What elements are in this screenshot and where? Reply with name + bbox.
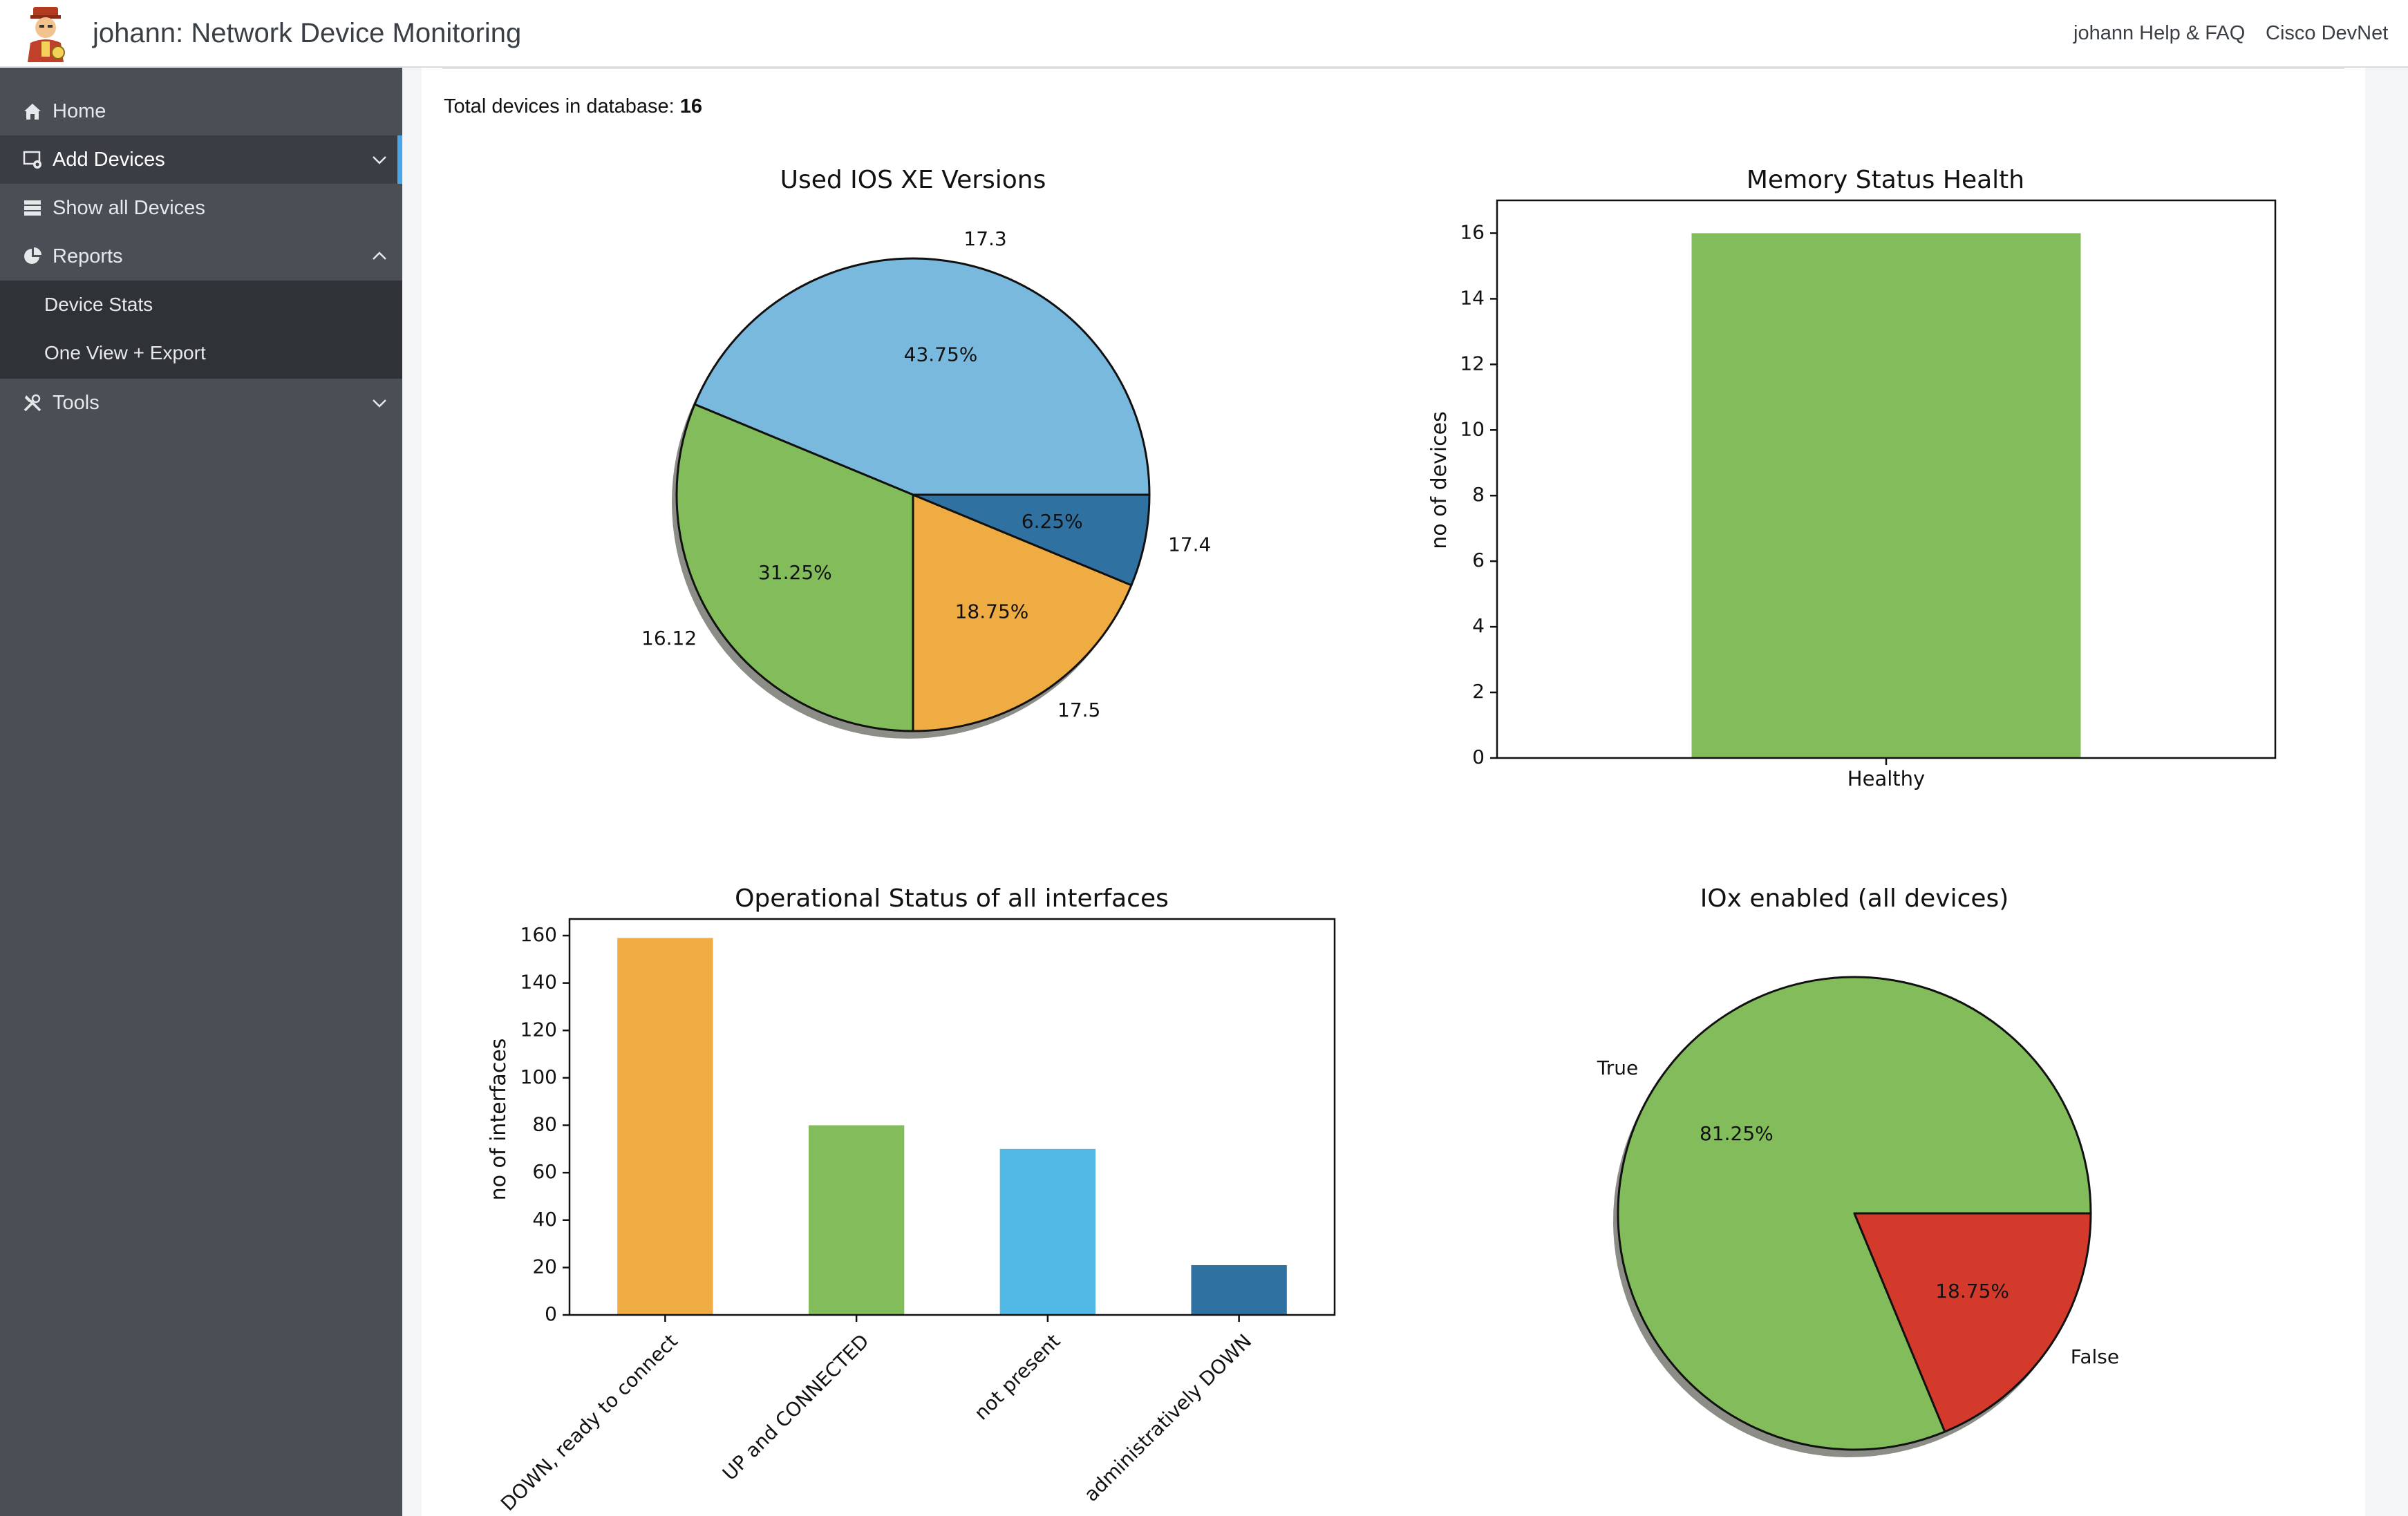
active-indicator: [397, 135, 402, 184]
y-tick-label: 4: [1472, 614, 1485, 637]
reports-submenu: Device Stats One View + Export: [0, 281, 402, 379]
pie-percent-label: 43.75%: [904, 343, 978, 366]
pie-slice: [1853, 1212, 2092, 1433]
x-tick-label: not present: [970, 1329, 1064, 1424]
tools-icon: [23, 394, 41, 412]
y-tick-label: 160: [520, 923, 557, 946]
pie-category-label: 17.4: [1168, 533, 1211, 556]
pie-percent-label: 31.25%: [758, 561, 832, 584]
pie-percent-label: 18.75%: [955, 600, 1029, 623]
pie-slice: [675, 403, 914, 732]
add-device-icon: [23, 151, 41, 169]
chart-title: IOx enabled (all devices): [1700, 884, 2009, 913]
sidebar-item-label: Add Devices: [53, 149, 165, 171]
sidebar-item-home[interactable]: Home: [0, 87, 402, 135]
y-tick-label: 12: [1460, 352, 1485, 375]
sidebar-item-label: Device Stats: [44, 294, 153, 315]
total-devices-count: 16: [679, 95, 703, 117]
plot-frame: [568, 918, 1336, 1316]
y-tick-label: 60: [532, 1160, 557, 1183]
total-devices-label: Total devices in database:: [444, 95, 675, 117]
interface-status-bar-chart: Operational Status of all interfaces no …: [487, 884, 1336, 1515]
top-header: johann: Network Device Monitoring johann…: [0, 0, 2408, 68]
pie-percent-label: 6.25%: [1022, 510, 1083, 533]
help-faq-link[interactable]: johann Help & FAQ: [2073, 22, 2246, 44]
y-tick-label: 0: [545, 1302, 557, 1325]
pie-category-label: 16.12: [641, 627, 697, 650]
pie-chart-icon: [24, 247, 41, 264]
y-tick-label: 8: [1472, 483, 1485, 506]
pie-category-label: 17.3: [963, 227, 1006, 250]
y-tick-label: 14: [1460, 286, 1485, 309]
x-tick-label: UP and CONNECTED: [718, 1329, 874, 1485]
y-tick-label: 20: [532, 1255, 557, 1278]
johann-logo[interactable]: [18, 6, 73, 62]
plot-frame: [1496, 199, 2277, 759]
y-axis-label: no of devices: [1427, 411, 1451, 549]
pie-category-label: 17.5: [1057, 699, 1100, 721]
sidebar: Home Add Devices Show all Devices Report…: [0, 68, 402, 1516]
y-tick-label: 140: [520, 971, 557, 994]
y-tick-label: 6: [1472, 549, 1485, 571]
memory-status-bar-chart: Memory Status Health no of devices 0 2 4 6 8…: [1427, 166, 2277, 790]
bar: [1691, 233, 2081, 758]
y-tick-label: 120: [520, 1018, 557, 1041]
chevron-down-icon: [373, 156, 386, 164]
sidebar-item-tools[interactable]: Tools: [0, 379, 402, 427]
sidebar-item-reports[interactable]: Reports: [0, 232, 402, 281]
y-tick-label: 40: [532, 1208, 557, 1231]
y-tick-label: 80: [532, 1113, 557, 1136]
pie-slice: [912, 493, 1151, 587]
x-tick-label: DOWN, ready to connect: [496, 1329, 682, 1515]
sidebar-item-device-stats[interactable]: Device Stats: [0, 281, 402, 329]
y-tick-label: 100: [520, 1065, 557, 1088]
bar: [999, 1148, 1096, 1315]
iox-enabled-pie-chart: IOx enabled (all devices) 81.25% True 18.7…: [1597, 884, 2119, 1457]
y-tick-label: 10: [1460, 417, 1485, 440]
list-icon: [24, 200, 41, 216]
sidebar-item-label: Show all Devices: [53, 197, 205, 219]
y-tick-label: 2: [1472, 680, 1485, 703]
sidebar-item-label: Home: [53, 100, 106, 122]
y-tick-label: 16: [1460, 220, 1485, 243]
sidebar-item-label: Tools: [53, 392, 100, 414]
chevron-down-icon: [373, 399, 386, 408]
y-tick-label: 0: [1472, 746, 1485, 768]
chart-title: Operational Status of all interfaces: [735, 884, 1169, 913]
x-tick-label: Healthy: [1847, 767, 1925, 790]
sidebar-item-show-all-devices[interactable]: Show all Devices: [0, 184, 402, 232]
pie-slice: [912, 493, 1133, 732]
home-icon: [24, 104, 41, 120]
chart-title: Memory Status Health: [1747, 166, 2024, 194]
sidebar-item-add-devices[interactable]: Add Devices: [0, 135, 402, 184]
sidebar-item-label: One View + Export: [44, 342, 206, 363]
app-title: johann: Network Device Monitoring: [93, 18, 522, 48]
x-tick-label: administratively DOWN: [1080, 1329, 1256, 1506]
ios-versions-pie-chart: Used IOS XE Versions 43.75% 17.3 31.25% 16.…: [641, 166, 1211, 739]
chart-title: Used IOS XE Versions: [780, 166, 1046, 194]
pie-percent-label: 18.75%: [1935, 1280, 2009, 1302]
y-axis-label: no of interfaces: [487, 1039, 511, 1201]
cisco-devnet-link[interactable]: Cisco DevNet: [2266, 22, 2389, 44]
bar: [617, 938, 713, 1315]
pie-category-label: True: [1597, 1057, 1638, 1079]
sidebar-item-one-view-export[interactable]: One View + Export: [0, 329, 402, 377]
bar: [808, 1125, 905, 1315]
bar: [1191, 1264, 1287, 1315]
pie-percent-label: 81.25%: [1700, 1122, 1774, 1145]
sidebar-item-label: Reports: [53, 245, 123, 267]
divider: [442, 68, 2344, 69]
pie-category-label: False: [2071, 1345, 2119, 1368]
pie-slice: [693, 257, 1151, 496]
total-devices-text: Total devices in database: 16: [444, 95, 702, 118]
chevron-up-icon: [373, 252, 386, 260]
